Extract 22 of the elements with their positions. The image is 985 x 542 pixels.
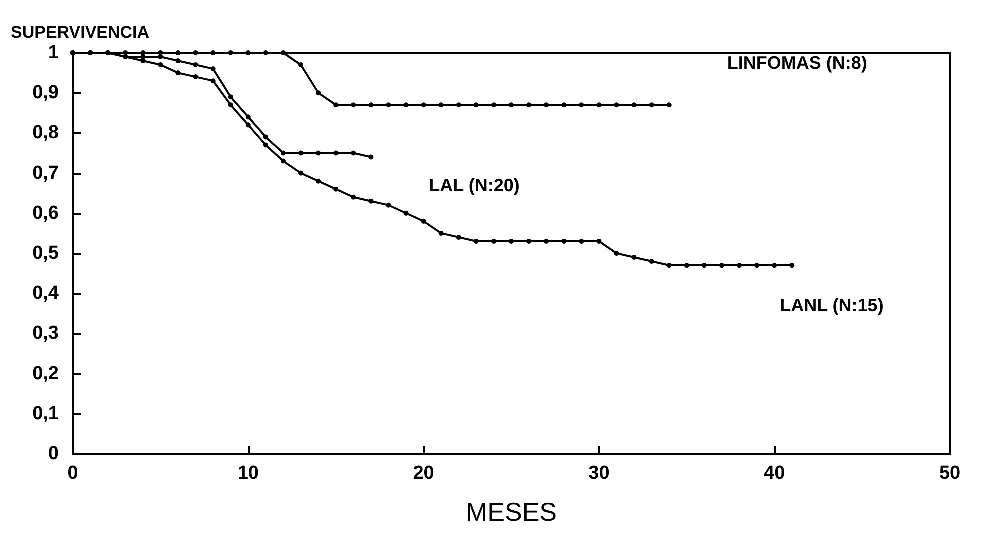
series-label: LANL (N:15) — [780, 296, 884, 316]
y-tick-label: 0,8 — [32, 122, 59, 144]
y-tick-label: 0,5 — [32, 243, 60, 264]
x-tick-label: 20 — [413, 463, 434, 484]
y-tick-label: 0,3 — [32, 323, 59, 344]
x-tick-label: 0 — [68, 463, 78, 484]
y-axis-title: SUPERVIVENCIA — [11, 23, 150, 42]
text: LAL (N:20) — [429, 175, 520, 196]
y-tick-label: 0,9 — [32, 82, 59, 104]
y-tick-label: 0 — [48, 444, 59, 464]
y-tick-label: 0,6 — [32, 202, 59, 224]
x-tick-label: 10 — [238, 463, 259, 484]
x-tick-label: 40 — [764, 463, 786, 484]
y-tick-label: 0,4 — [32, 283, 60, 304]
y-tick-label: 1 — [48, 42, 60, 64]
y-tick-label: 0,1 — [32, 403, 60, 424]
y-tick-label: 0,2 — [32, 363, 59, 384]
x-tick-label: 30 — [588, 463, 610, 484]
x-tick-label: 50 — [939, 463, 961, 484]
x-axis-title: MESES — [466, 497, 558, 527]
y-tick-label: 0,7 — [32, 162, 59, 184]
text: LINFOMAS (N:8) — [727, 53, 868, 74]
